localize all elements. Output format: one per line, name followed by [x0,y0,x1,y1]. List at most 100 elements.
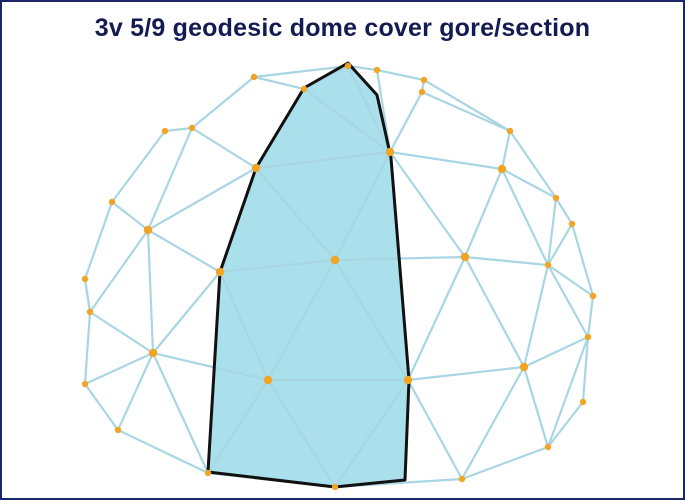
strut [333,150,392,262]
strut [546,196,558,267]
hub-vertex [460,252,470,262]
hub-vertex [497,164,507,174]
strut [83,382,120,432]
strut [546,263,595,298]
strut [546,400,585,449]
strut [83,351,155,386]
strut [463,255,526,369]
strut [151,351,270,382]
hub-vertex [251,163,261,173]
strut [88,228,150,314]
strut [146,166,258,232]
hub-vertex [579,398,587,406]
strut [116,351,155,432]
hub-vertex [161,127,169,135]
hub-vertex [215,267,225,277]
hub-vertex [81,275,89,283]
hub-vertex [544,261,552,269]
hub-vertex [373,66,381,74]
strut [500,129,512,171]
hub-vertex [584,333,592,341]
hub-vertex [300,85,308,93]
strut [422,78,512,133]
hub-vertex [506,127,514,135]
hub-vertex [330,255,340,265]
hub-vertex [385,147,395,157]
strut [302,87,392,154]
strut [406,378,464,481]
strut [83,277,92,314]
strut [266,378,337,489]
strut [463,255,550,267]
strut [151,270,222,355]
strut [460,365,526,481]
strut [420,90,512,133]
dome-hubs [81,62,597,491]
hub-vertex [148,348,158,358]
strut [375,68,426,82]
strut [388,150,467,259]
hub-vertex [86,308,94,316]
hub-vertex [420,76,428,84]
strut [218,258,337,274]
strut [586,294,595,339]
strut [388,90,424,154]
strut [190,126,258,170]
strut [333,378,410,489]
strut [254,150,392,170]
strut [252,64,350,79]
strut [254,166,337,262]
strut [546,222,574,267]
figure-title: 3v 5/9 geodesic dome cover gore/section [94,14,591,42]
strut [463,167,504,259]
strut [163,126,194,133]
hub-vertex [331,483,339,491]
strut [508,129,558,200]
strut [116,428,210,475]
hub-vertex [568,220,576,228]
strut [546,335,590,449]
strut [206,378,270,475]
strut [252,75,306,91]
strut [500,167,558,200]
strut [500,167,550,267]
hub-vertex [250,73,258,81]
strut [146,126,194,232]
strut [88,310,155,355]
strut [146,228,155,355]
hub-vertex [403,375,413,385]
strut [110,129,167,204]
strut [546,263,590,339]
hub-vertex [81,380,89,388]
strut [388,150,504,171]
hub-vertex [589,292,597,300]
strut [83,200,114,281]
hub-vertex [114,426,122,434]
hub-vertex [418,88,426,96]
strut [83,310,92,386]
hub-vertex [188,124,196,132]
hub-vertex [344,62,352,70]
strut [110,200,150,232]
hub-vertex [552,194,560,202]
strut [522,365,550,449]
strut [333,258,410,382]
strut [146,228,222,274]
strut [190,75,256,130]
strut [570,222,595,298]
hub-vertex [143,225,153,235]
strut [406,255,467,382]
strut [218,270,270,382]
strut [581,335,590,404]
strut [151,351,210,475]
hub-vertex [108,198,116,206]
strut [406,365,526,382]
strut [266,258,337,382]
strut [554,196,574,226]
hub-vertex [263,375,273,385]
strut [460,445,550,481]
hub-vertex [544,443,552,451]
strut [346,64,392,154]
strut [522,335,590,369]
